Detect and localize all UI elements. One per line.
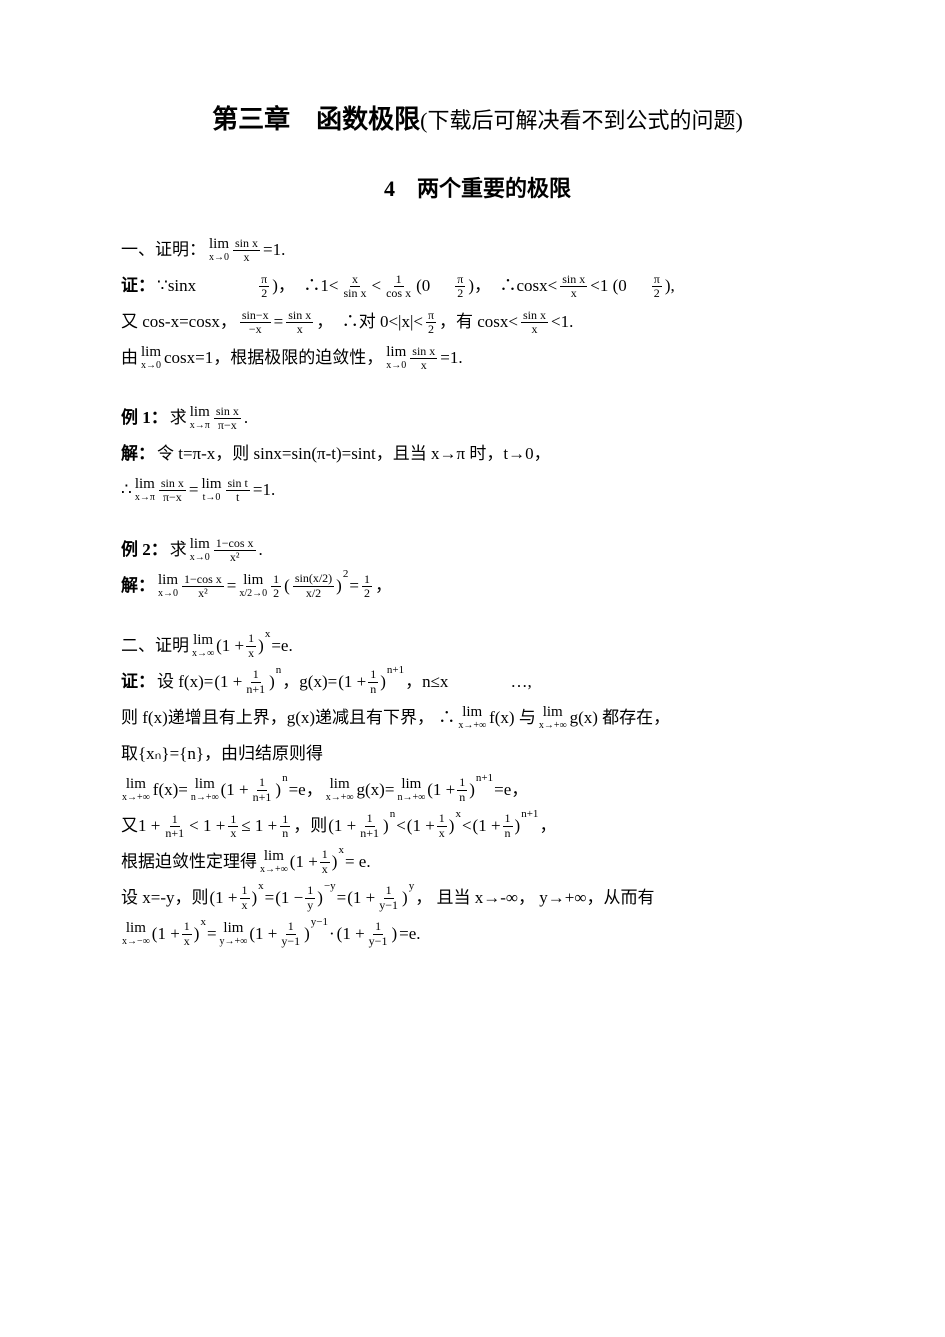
theorem-2-statement: 二、证明 limx→∞ (1 + 1x) x =e. — [120, 628, 835, 664]
label-example-1: 例 1： — [121, 402, 168, 434]
section-title: 4 两个重要的极限 — [120, 168, 835, 210]
fraction: sin x x — [233, 237, 260, 264]
proof2-line-3: 取{xₙ}={n}，由归结原则得 — [120, 736, 835, 772]
label-solution: 解： — [121, 438, 155, 470]
theorem-1-statement: 一、证明： lim x→0 sin x x =1. — [120, 232, 835, 268]
proof-line-1: 证： ∵sinx π2 )， ∴1< xsin x < 1cos x (0 π2… — [120, 268, 835, 304]
example-1-solution-2: ∴ limx→π sin xπ−x = limt→0 sin tt =1. — [120, 472, 835, 508]
title-note: (下载后可解决看不到公式的问题) — [420, 108, 743, 133]
proof-line-2: 又 cos-x=cosx， sin−x−x = sin xx ， ∴对 0<|x… — [120, 304, 835, 340]
proof2-line-5: 又1 + 1n+1 < 1 + 1x ≤ 1 + 1n ，则 (1 + 1n+1… — [120, 808, 835, 844]
title-main: 第三章 函数极限 — [212, 105, 420, 134]
label-proof: 证： — [121, 270, 155, 302]
proof2-line-6: 根据迫敛性定理得 limx→+∞ (1 + 1x) x = e. — [120, 844, 835, 880]
example-1-statement: 例 1： 求 limx→π sin xπ−x . — [120, 400, 835, 436]
label-one: 一、证明： — [121, 234, 206, 266]
example-2-solution: 解： limx→0 1−cos xx² = limx/2→0 12 ( sin(… — [120, 568, 835, 604]
proof2-line-1: 证： 设 f(x)= (1 + 1n+1) n ，g(x)= (1 + 1n) … — [120, 664, 835, 700]
proof2-line-7: 设 x=-y，则 (1 + 1x) x = (1 − 1y) −y = (1 +… — [120, 880, 835, 916]
example-2-statement: 例 2： 求 limx→0 1−cos xx² . — [120, 532, 835, 568]
proof2-line-2: 则 f(x)递增且有上界，g(x)递减且有下界， ∴ limx→+∞ f(x) … — [120, 700, 835, 736]
chapter-title: 第三章 函数极限(下载后可解决看不到公式的问题) — [120, 95, 835, 144]
example-1-solution-1: 解： 令 t=π-x，则 sinx=sin(π-t)=sint，且当 x→π 时… — [120, 436, 835, 472]
label-example-2: 例 2： — [121, 534, 168, 566]
proof-line-3: 由 limx→0 cosx=1，根据极限的迫敛性， limx→0 sin xx … — [120, 340, 835, 376]
proof2-line-8: limx→−∞ (1 + 1x) x = limy→+∞ (1 + 1y−1) … — [120, 916, 835, 952]
proof2-line-4: limx→+∞ f(x)= limn→+∞ (1 + 1n+1) n =e， l… — [120, 772, 835, 808]
limit-icon: lim x→0 — [209, 237, 229, 263]
label-two: 二、证明 — [121, 630, 189, 662]
document-page: 第三章 函数极限(下载后可解决看不到公式的问题) 4 两个重要的极限 一、证明：… — [0, 0, 945, 1337]
